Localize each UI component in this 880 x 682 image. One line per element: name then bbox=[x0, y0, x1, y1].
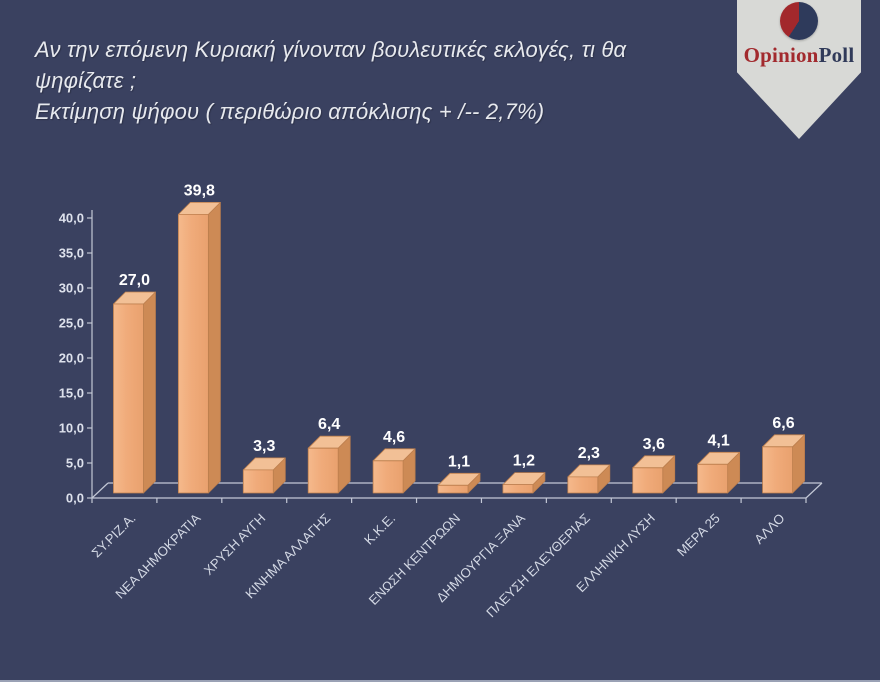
bar-value-label: 3,6 bbox=[643, 436, 665, 453]
poll-subtitle: Εκτίμηση ψήφου ( περιθώριο απόκλισης + /… bbox=[35, 99, 545, 124]
y-tick-label: 30,0 bbox=[59, 281, 84, 296]
bottom-edge-strip bbox=[0, 680, 880, 682]
y-tick-label: 40,0 bbox=[59, 211, 84, 226]
pie-chart-logo-icon bbox=[780, 2, 818, 40]
brand-name-poll: Poll bbox=[818, 43, 855, 67]
category-label: ΑΛΛΟ bbox=[751, 511, 787, 547]
bar-value-label: 3,3 bbox=[253, 438, 275, 455]
bar-front-face bbox=[307, 447, 339, 494]
bar-8 bbox=[567, 464, 611, 494]
bar-value-label: 1,2 bbox=[513, 453, 535, 470]
bar-front-face bbox=[697, 463, 729, 494]
bar-front-face bbox=[567, 476, 599, 494]
bar-value-label: 4,1 bbox=[708, 432, 730, 449]
brand-name-opinion: Opinion bbox=[743, 43, 819, 67]
bar-2 bbox=[177, 201, 221, 494]
bar-front-face bbox=[502, 484, 534, 494]
y-tick-label: 20,0 bbox=[59, 351, 84, 366]
bar-1 bbox=[113, 291, 156, 494]
bar-front-face bbox=[437, 484, 469, 494]
y-tick-label: 15,0 bbox=[59, 386, 84, 401]
bar-front-face bbox=[762, 446, 793, 494]
bar-6 bbox=[437, 472, 481, 494]
category-label: ΣΥ.ΡΙΖ.Α. bbox=[89, 511, 139, 561]
bar-value-label: 6,6 bbox=[772, 415, 794, 432]
bar-front-face bbox=[242, 469, 274, 494]
brand-name: OpinionPoll bbox=[737, 43, 861, 67]
bar-5 bbox=[372, 448, 416, 494]
y-tick-label: 35,0 bbox=[59, 246, 84, 261]
bar-value-label: 2,3 bbox=[578, 445, 600, 462]
bar-value-label: 27,0 bbox=[119, 272, 150, 289]
poll-question-line2: ψηφίζατε ; bbox=[35, 68, 137, 93]
bar-front-face bbox=[372, 460, 404, 494]
category-label: ΧΡΥΣΗ ΑΥΓΗ bbox=[201, 511, 268, 578]
bar-9 bbox=[632, 455, 676, 494]
bar-value-label: 6,4 bbox=[318, 416, 340, 433]
category-label: ΜΕΡΑ 25 bbox=[674, 511, 723, 560]
bar-front-face bbox=[632, 467, 664, 494]
bar-4 bbox=[307, 435, 351, 494]
bar-front-face bbox=[177, 213, 209, 494]
bar-3 bbox=[242, 457, 286, 494]
poll-question-line1: Αν την επόμενη Κυριακή γίνονταν βουλευτι… bbox=[35, 37, 627, 62]
y-tick-label: 10,0 bbox=[59, 421, 84, 436]
y-tick-label: 0,0 bbox=[66, 491, 84, 506]
bar-11 bbox=[762, 434, 805, 494]
floor-right-edge bbox=[805, 482, 823, 499]
category-label: Κ.Κ.Ε. bbox=[361, 511, 398, 548]
title-block: Αν την επόμενη Κυριακή γίνονταν βουλευτι… bbox=[35, 34, 725, 127]
bar-front-face bbox=[113, 303, 144, 494]
bar-value-label: 1,1 bbox=[448, 453, 470, 470]
y-tick-label: 5,0 bbox=[66, 456, 84, 471]
bar-side-face bbox=[143, 291, 156, 494]
bar-10 bbox=[697, 451, 741, 494]
bar-value-label: 4,6 bbox=[383, 429, 405, 446]
y-tick-label: 25,0 bbox=[59, 316, 84, 331]
floor-left-edge bbox=[91, 482, 109, 499]
bar-side-face bbox=[207, 201, 221, 494]
bar-value-label: 39,8 bbox=[184, 182, 215, 199]
bar-7 bbox=[502, 472, 546, 494]
